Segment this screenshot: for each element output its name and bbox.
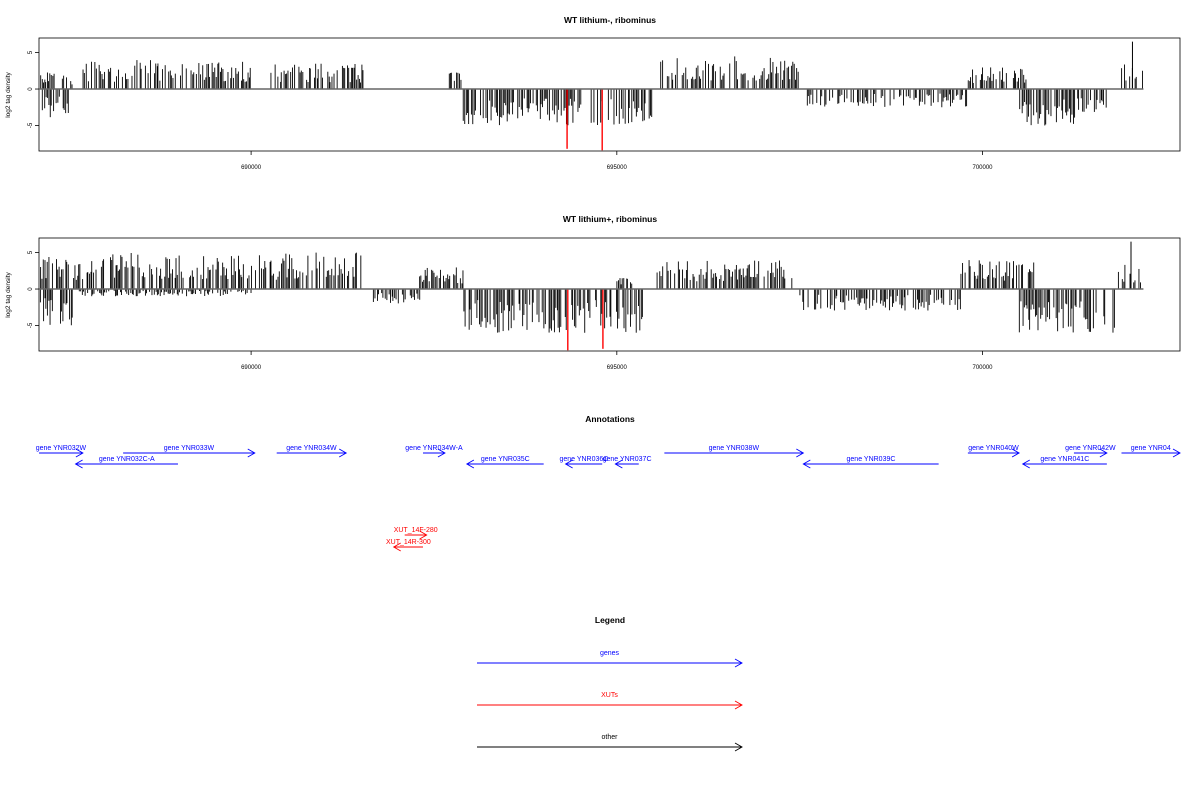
feature-label: XUT_14R-300 <box>386 539 431 546</box>
y-tick-label: 0 <box>28 87 34 91</box>
bar-group <box>40 41 1144 151</box>
arrow-right-icon <box>1099 448 1108 458</box>
y-tick-label: 0 <box>28 287 34 291</box>
annotation-feature: gene YNR032W <box>36 445 87 458</box>
feature-label: XUT_14F-280 <box>394 527 438 534</box>
feature-label: gene YNR032W <box>36 445 87 452</box>
feature-label: gene YNR042W <box>1065 445 1116 452</box>
annotation-feature: gene YNR035C <box>465 456 544 469</box>
annotation-items: gene YNR032W gene YNR032C-A gene YNR033W ge… <box>36 445 1181 552</box>
arrow-right-icon <box>1011 448 1020 458</box>
annotation-feature: gene YNR033W <box>123 445 256 458</box>
bar-group <box>39 241 1141 351</box>
y-tick-label: -5 <box>28 322 34 328</box>
arrow-left-icon <box>465 459 475 469</box>
annotations-title: Annotations <box>585 414 635 424</box>
legend-title: Legend <box>595 615 625 625</box>
feature-label: gene YNR032C-A <box>99 456 155 463</box>
legend-entry: XUTs <box>477 692 743 710</box>
feature-label: gene YNR037C <box>603 456 652 463</box>
feature-label: gene YNR041C <box>1040 456 1089 463</box>
panel-title: WT lithium+, ribominus <box>563 214 657 224</box>
annotation-feature: gene YNR034W <box>276 445 348 458</box>
annotation-feature: gene YNR040W <box>967 445 1020 458</box>
legend-label: genes <box>600 650 620 657</box>
arrow-left-icon <box>802 459 811 469</box>
feature-label: gene YNR033W <box>164 445 215 452</box>
annotation-feature: gene YNR042W <box>1065 445 1116 458</box>
arrow-right-icon <box>419 530 428 540</box>
track-panel-lithium-plus: WT lithium+, ribominus 5 0 -5 log2 tag den… <box>5 214 1181 371</box>
feature-label: gene YNR04 <box>1131 445 1171 452</box>
x-tick-label: 700000 <box>973 365 994 371</box>
annotation-feature: gene YNR039C <box>802 456 939 469</box>
feature-label: gene YNR036C <box>559 456 608 463</box>
arrow-right-icon <box>437 448 446 458</box>
x-tick-label: 695000 <box>607 365 628 371</box>
arrow-right-icon <box>75 448 84 458</box>
legend-items: genes XUTs other <box>477 650 743 752</box>
legend-entry: other <box>477 734 743 752</box>
arrow-right-icon <box>734 742 743 752</box>
legend-entry: genes <box>477 650 743 668</box>
annotation-feature: gene YNR041C <box>1021 456 1107 469</box>
arrow-right-icon <box>247 448 256 458</box>
arrow-left-icon <box>564 459 573 469</box>
feature-label: gene YNR034W <box>286 445 337 452</box>
y-tick-label: -5 <box>28 122 34 128</box>
plot-frame <box>38 37 1181 152</box>
annotation-feature: gene YNR04 <box>1121 445 1181 458</box>
legend-label: other <box>602 734 619 741</box>
y-tick-label: 5 <box>28 250 34 254</box>
annotation-feature: gene YNR038W <box>664 445 805 458</box>
y-tick-label: 5 <box>28 50 34 54</box>
arrow-right-icon <box>338 448 348 458</box>
feature-label: gene YNR035C <box>481 456 530 463</box>
y-axis: 5 0 -5 <box>28 50 39 128</box>
legend: Legend genes XUTs other <box>477 615 743 752</box>
annotation-feature: gene YNR032C-A <box>74 456 178 469</box>
annotation-feature: gene YNR034W-A <box>405 445 463 458</box>
y-axis-label: log2 tag density <box>5 271 12 317</box>
annotation-feature: XUT_14F-280 <box>394 527 438 540</box>
x-tick-label: 690000 <box>241 165 262 171</box>
arrow-left-icon <box>74 459 83 469</box>
arrow-right-icon <box>1172 448 1181 458</box>
x-tick-label: 695000 <box>607 165 628 171</box>
annotation-feature: gene YNR036C <box>559 456 608 469</box>
legend-label: XUTs <box>601 692 618 699</box>
arrow-right-icon <box>796 448 805 458</box>
annotation-feature: XUT_14R-300 <box>386 539 431 552</box>
feature-label: gene YNR040W <box>968 445 1019 452</box>
panel-title: WT lithium-, ribominus <box>564 15 656 25</box>
arrow-left-icon <box>614 459 623 469</box>
y-axis-label: log2 tag density <box>5 71 12 117</box>
track-panel-lithium-minus: WT lithium-, ribominus 5 0 -5 log2 tag den… <box>5 15 1181 171</box>
feature-label: gene YNR039C <box>847 456 896 463</box>
arrow-left-icon <box>392 542 401 552</box>
feature-label: gene YNR038W <box>709 445 760 452</box>
feature-label: gene YNR034W-A <box>405 445 463 452</box>
x-tick-label: 700000 <box>973 165 994 171</box>
arrow-right-icon <box>734 658 743 668</box>
x-tick-label: 690000 <box>241 365 262 371</box>
y-axis: 5 0 -5 <box>28 250 39 328</box>
arrow-right-icon <box>734 700 743 710</box>
plot-frame <box>38 237 1181 352</box>
x-axis: 690000 695000 700000 <box>241 151 993 171</box>
annotation-feature: gene YNR037C <box>603 456 652 469</box>
arrow-left-icon <box>1021 459 1030 469</box>
x-axis: 690000 695000 700000 <box>241 351 993 371</box>
